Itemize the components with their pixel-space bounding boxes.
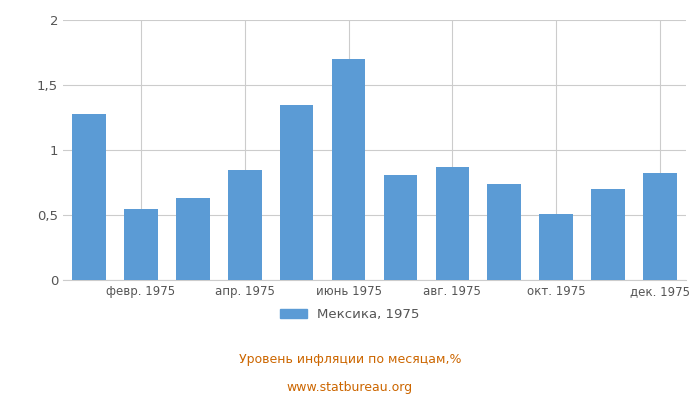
Bar (72, 114, 106, 280)
Bar (176, 198, 210, 280)
Bar (539, 214, 573, 280)
Bar (435, 167, 469, 280)
Bar (332, 59, 365, 280)
Text: Уровень инфляции по месяцам,%: Уровень инфляции по месяцам,% (239, 354, 461, 366)
Bar (124, 208, 158, 280)
Bar (643, 174, 677, 280)
Bar (487, 184, 522, 280)
Bar (280, 104, 314, 280)
Bar (592, 189, 625, 280)
Legend: Мексика, 1975: Мексика, 1975 (275, 302, 425, 326)
Text: www.statbureau.org: www.statbureau.org (287, 382, 413, 394)
Bar (228, 170, 262, 280)
Bar (384, 175, 417, 280)
